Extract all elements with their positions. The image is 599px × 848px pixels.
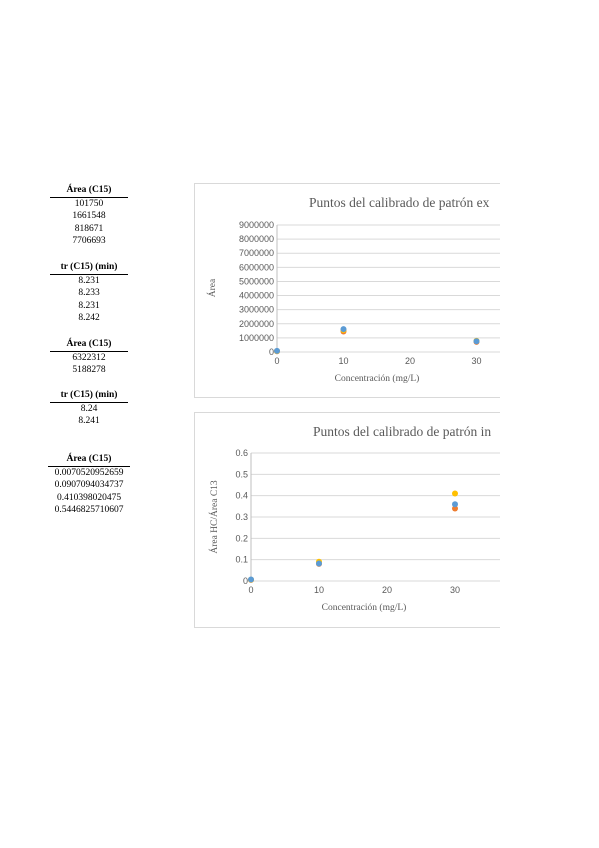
table-header: tr (C15) (min): [50, 389, 128, 403]
chart-external-standard: 0 1000000 2000000 3000000 4000000 5000000 6000…: [194, 183, 500, 398]
y-tick-label: 0: [269, 347, 274, 357]
data-point: [274, 347, 280, 354]
y-tick-label: 6000000: [239, 262, 274, 272]
x-axis-label: Concentración (mg/L): [322, 602, 407, 613]
table-1: Área (C15) 101750 1661548 818671 7706693: [50, 184, 128, 248]
y-tick-label: 5000000: [239, 276, 274, 286]
table-cell: 7706693: [72, 236, 106, 247]
table-cell: 0.410398020475: [56, 492, 122, 503]
table-header: Área (C15): [48, 453, 130, 467]
y-tick-label: 0.5: [235, 469, 248, 479]
chart-internal-standard: 00.10.20.30.40.50.6010203040Puntos del c…: [194, 412, 500, 628]
table-4: tr (C15) (min) 8.24 8.241: [50, 389, 128, 428]
y-tick-label: 7000000: [239, 248, 274, 258]
data-point: [248, 576, 254, 583]
chart-external-standard-svg: 0 1000000 2000000 3000000 4000000 5000000 6000…: [206, 195, 500, 384]
table-5: Área (C15) 0.0070520952659 0.09070940347…: [48, 453, 130, 517]
table-cell: 8.231: [78, 275, 100, 286]
x-tick-label: 30: [471, 356, 481, 366]
table-cell: 8.241: [78, 416, 100, 427]
table-cell: 8.242: [78, 313, 100, 324]
table-cell: 101750: [74, 198, 104, 209]
y-tick-label: 4000000: [239, 291, 274, 301]
x-tick-label: 30: [450, 585, 460, 595]
table-cell: 6322312: [72, 352, 106, 363]
table-cell: 8.233: [78, 288, 100, 299]
data-point: [340, 326, 347, 333]
table-cell: 0.0070520952659: [54, 467, 124, 478]
chart-title: Puntos del calibrado de patrón in: [313, 424, 491, 439]
table-cell: 0.5446825710607: [54, 505, 124, 516]
y-tick-label: 9000000: [239, 220, 274, 230]
table-header: Área (C15): [50, 184, 128, 198]
table-2: tr (C15) (min) 8.231 8.233 8.231 8.242: [50, 261, 128, 325]
y-tick-label: 0: [243, 576, 248, 586]
x-tick-label: 20: [382, 585, 392, 595]
data-point: [452, 505, 458, 512]
table-cell: 8.24: [80, 403, 98, 414]
y-axis-label: Área: [206, 278, 218, 297]
y-tick-label: 0.4: [235, 491, 248, 501]
x-tick-label: 0: [248, 585, 253, 595]
x-tick-label: 0: [274, 356, 279, 366]
y-tick-label: 8000000: [239, 234, 274, 244]
y-tick-label: 0.2: [235, 533, 248, 543]
chart-internal-standard-svg: 00.10.20.30.40.50.6010203040Puntos del c…: [208, 424, 500, 613]
y-tick-label: 0.1: [235, 555, 248, 565]
data-point: [316, 560, 322, 567]
y-tick-label: 3000000: [239, 305, 274, 315]
y-tick-label: 1000000: [239, 333, 274, 343]
y-tick-label: 0.3: [235, 512, 248, 522]
table-3: Área (C15) 6322312 5188278: [50, 338, 128, 377]
chart-title: Puntos del calibrado de patrón ex: [309, 195, 490, 210]
y-axis-label: Área HC/Área C13: [208, 480, 220, 554]
y-tick-label: 2000000: [239, 319, 274, 329]
table-header: tr (C15) (min): [50, 261, 128, 275]
table-cell: 5188278: [72, 365, 106, 376]
x-axis-label: Concentración (mg/L): [335, 373, 420, 384]
x-tick-label: 20: [405, 356, 415, 366]
data-point: [452, 501, 458, 508]
x-tick-label: 10: [314, 585, 324, 595]
data-point: [452, 490, 458, 497]
y-tick-label: 0.6: [235, 448, 248, 458]
table-cell: 0.0907094034737: [54, 480, 124, 491]
x-tick-label: 10: [338, 356, 348, 366]
table-cell: 1661548: [72, 211, 106, 222]
table-cell: 8.231: [78, 300, 100, 311]
data-point: [473, 338, 480, 345]
table-header: Área (C15): [50, 338, 128, 352]
table-cell: 818671: [74, 223, 104, 234]
